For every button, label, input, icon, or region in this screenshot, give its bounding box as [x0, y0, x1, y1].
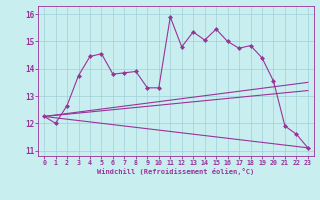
- X-axis label: Windchill (Refroidissement éolien,°C): Windchill (Refroidissement éolien,°C): [97, 168, 255, 175]
